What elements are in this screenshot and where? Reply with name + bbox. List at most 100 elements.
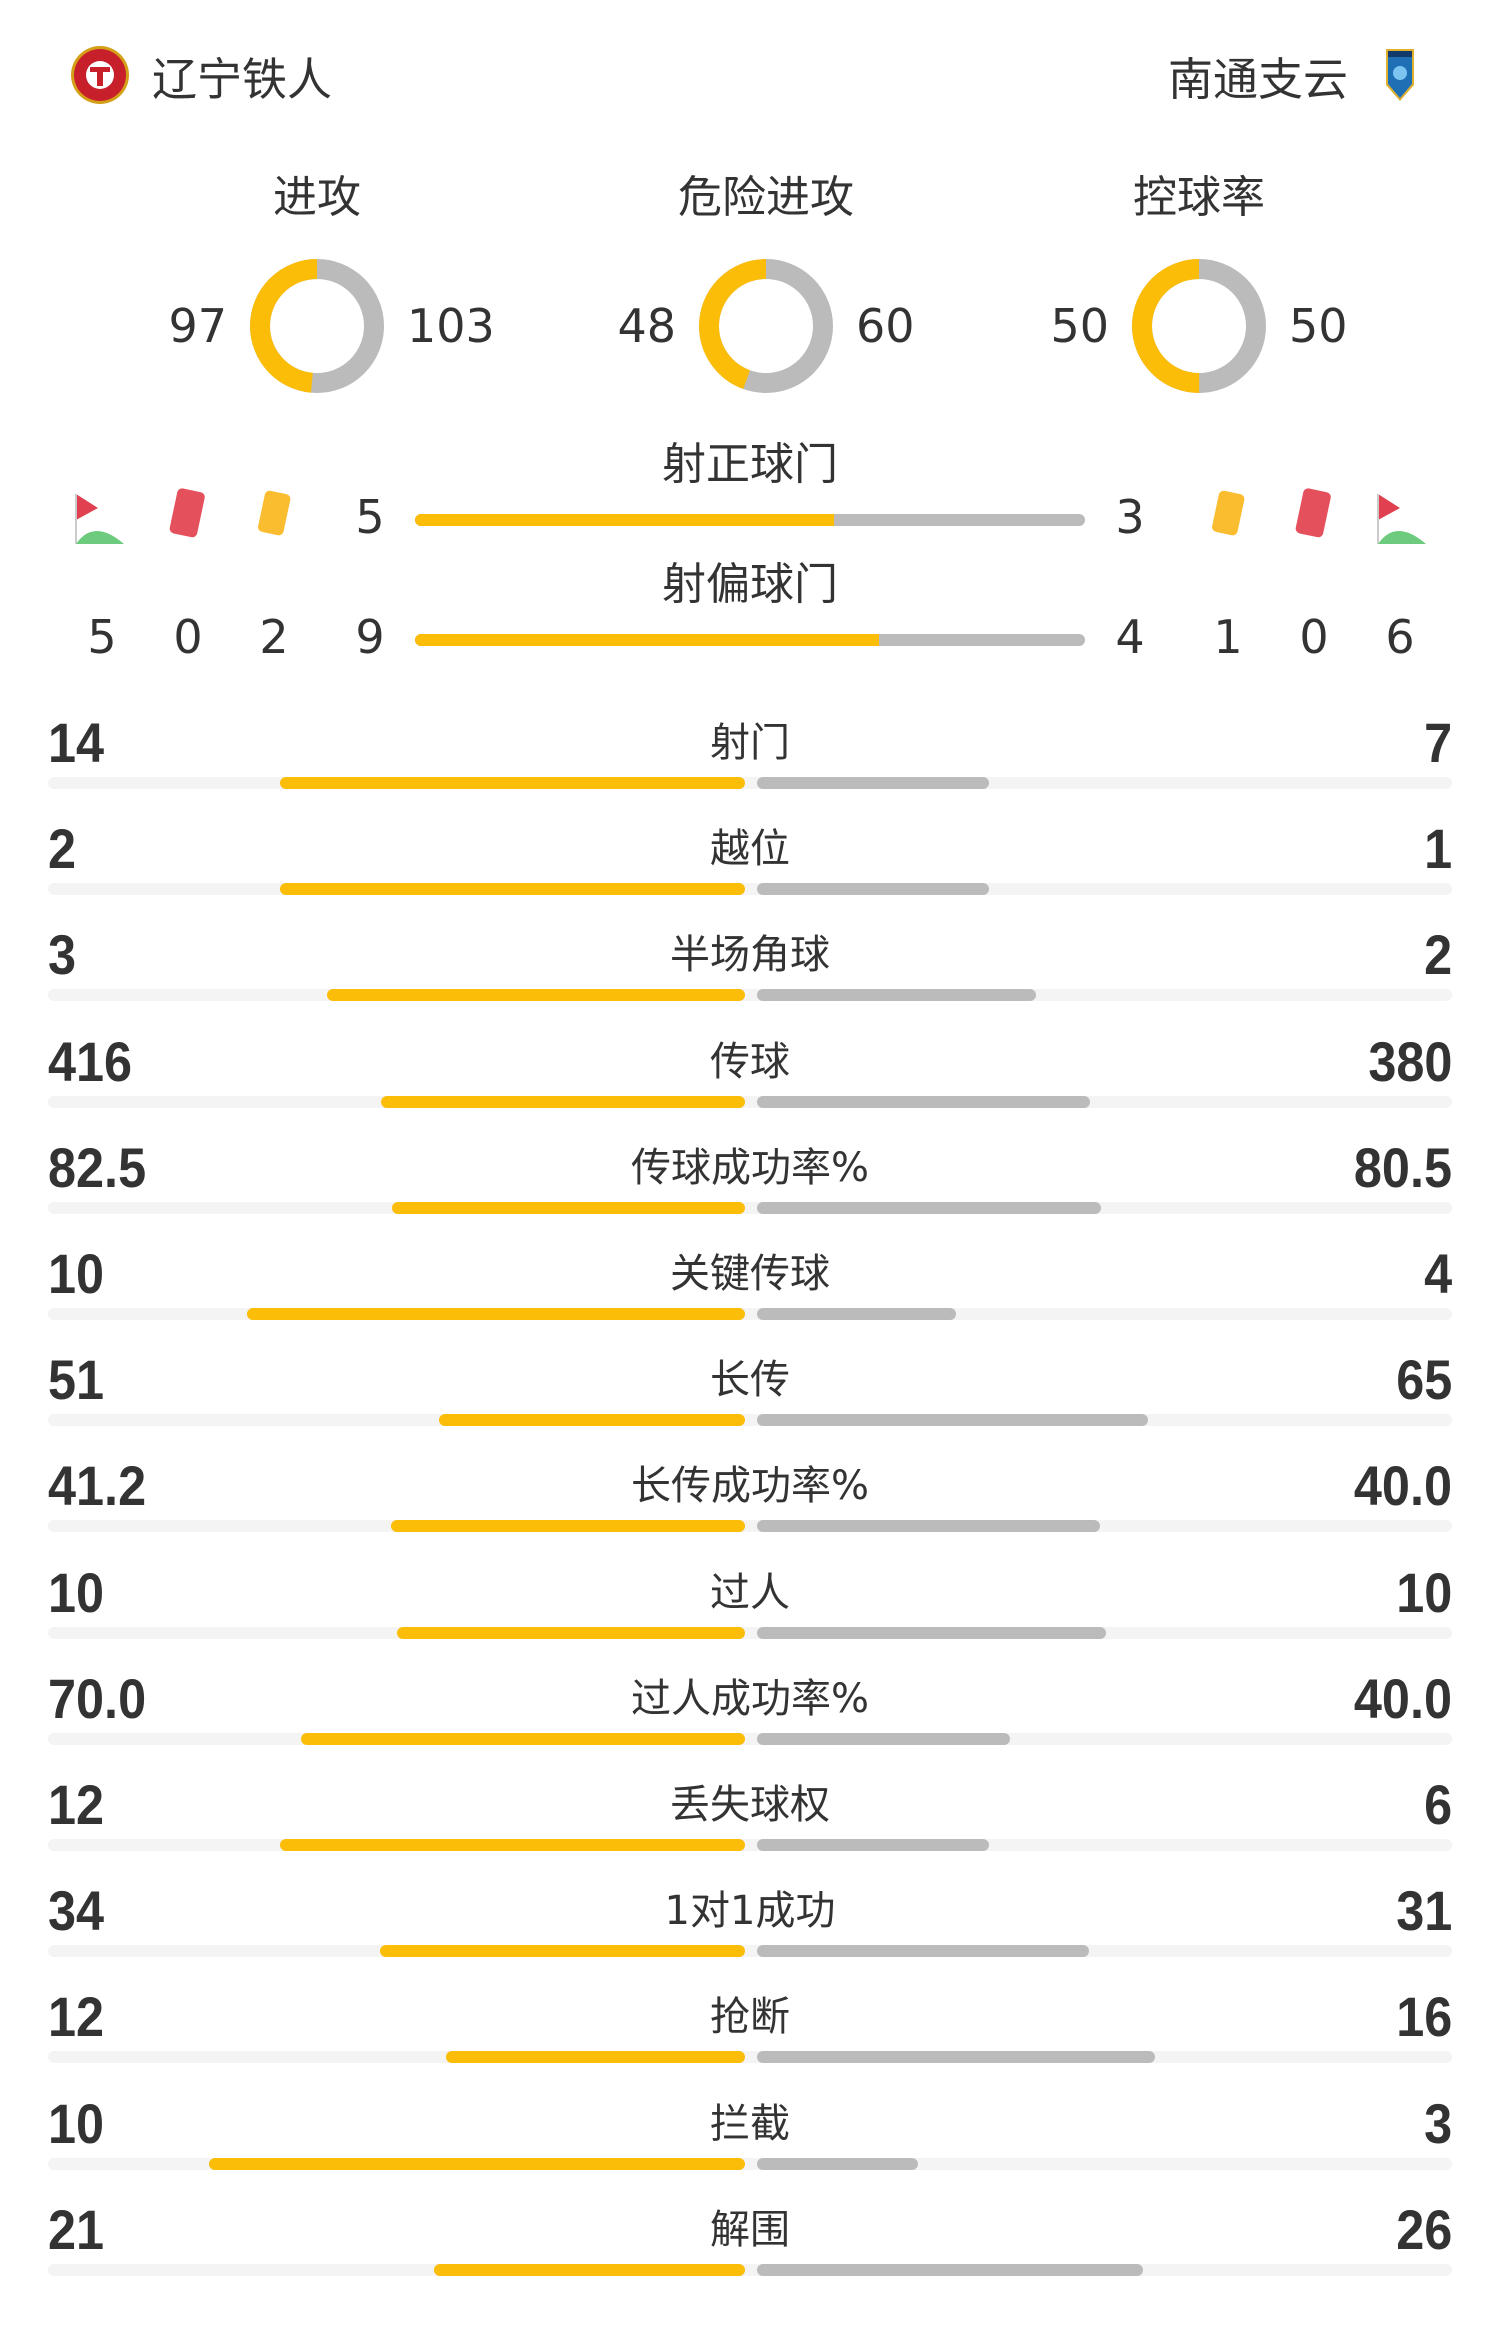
stat-home-value: 2: [48, 817, 77, 881]
stat-away-value: 16: [1395, 1985, 1452, 2049]
red-card-icon: [1295, 488, 1331, 538]
metric-1: 危险进攻 48 60: [566, 168, 966, 396]
stat-home-bar: [208, 2157, 745, 2170]
stat-home-bar: [396, 1626, 745, 1639]
stat-home-bar: [380, 1945, 745, 1958]
stat-away-value: 3: [1423, 2091, 1452, 2155]
stat-label: 传球: [710, 1038, 790, 1085]
stat-away-value: 380: [1367, 1029, 1452, 1093]
metric-label: 控球率: [1133, 172, 1265, 223]
home-shots-on-target: 5: [355, 490, 385, 544]
stat-label: 过人成功率%: [630, 1675, 869, 1722]
stat-home-bar: [280, 1839, 745, 1851]
stat-row: 14 射门 7: [48, 700, 1452, 806]
stat-track: [48, 1839, 1452, 1851]
stat-home-value: 10: [48, 1242, 105, 1305]
stat-label: 射门: [710, 720, 790, 766]
stat-row: 12 抢断 16: [48, 1974, 1452, 2080]
shots-off-target-bar: [415, 634, 1085, 646]
away-corners: 6: [1385, 610, 1415, 664]
away-red-cards: 0: [1299, 610, 1329, 664]
metric-home-value: 97: [168, 299, 227, 353]
stat-away-bar: [757, 2263, 1143, 2276]
stat-label: 1对1成功: [664, 1888, 836, 1935]
yellow-card-icon: [1212, 490, 1245, 536]
home-corners: 5: [87, 610, 117, 664]
away-team-logo: [1386, 49, 1414, 101]
stat-home-bar: [247, 1308, 745, 1320]
metric-away-value: 103: [407, 299, 495, 353]
metric-2: 控球率 50 50: [999, 168, 1399, 396]
metric-donut: [1132, 259, 1266, 393]
shots-off-target-label: 射偏球门: [662, 559, 838, 610]
metric-0: 进攻 97 103: [117, 168, 517, 396]
home-team-logo: [71, 46, 129, 104]
stat-home-bar: [391, 1520, 745, 1533]
stat-away-bar: [757, 1732, 1011, 1745]
red-card-icon: [169, 488, 205, 538]
metric-label: 危险进攻: [678, 172, 854, 223]
stat-row: 12 丢失球权 6: [48, 1762, 1452, 1868]
stat-away-bar: [757, 1520, 1101, 1533]
corner-flag-icon: [75, 494, 124, 544]
stat-home-value: 10: [48, 1560, 105, 1624]
donut-home-arc: [699, 259, 833, 393]
metric-donut: [699, 259, 833, 393]
stat-home-value: 12: [48, 1773, 105, 1836]
stat-away-bar: [757, 1626, 1106, 1639]
stat-track: [48, 1732, 1452, 1745]
stat-label: 长传成功率%: [630, 1463, 869, 1510]
stat-row: 21 解围 26: [48, 2187, 1452, 2293]
home-team-name: 辽宁铁人: [152, 52, 333, 106]
stat-away-value: 40.0: [1353, 1454, 1452, 1518]
stat-away-bar: [757, 989, 1036, 1002]
away-team-name: 南通支云: [1167, 52, 1348, 106]
stat-label: 解围: [710, 2206, 790, 2253]
stat-track: [48, 1414, 1452, 1427]
stat-track: [48, 2051, 1452, 2064]
donut-home-arc: [1132, 259, 1266, 393]
stat-home-bar: [392, 1201, 745, 1214]
stat-row: 10 关键传球 4: [48, 1231, 1452, 1337]
stat-home-value: 12: [48, 1985, 105, 2049]
stat-row: 34 1对1成功 31: [48, 1868, 1452, 1974]
stat-away-value: 10: [1395, 1560, 1452, 1624]
stat-away-bar: [757, 2157, 918, 2170]
corner-flag-icon: [1377, 494, 1426, 544]
stat-away-bar: [757, 1095, 1090, 1108]
stat-track: [48, 1520, 1452, 1533]
yellow-card-icon: [258, 490, 291, 536]
stat-label: 过人: [710, 1569, 790, 1616]
stat-track: [48, 777, 1452, 789]
stat-row: 2 越位 1: [48, 806, 1452, 912]
stat-away-value: 2: [1423, 923, 1452, 987]
stat-row: 416 传球 380: [48, 1019, 1452, 1125]
stat-home-bar: [438, 1414, 745, 1427]
stat-track: [48, 989, 1452, 1002]
metric-home-value: 50: [1050, 299, 1109, 353]
metric-away-value: 50: [1289, 299, 1348, 353]
metric-home-value: 48: [617, 299, 676, 353]
shots-off-target-home-fill: [415, 634, 879, 646]
stat-track: [48, 1626, 1452, 1639]
stat-track: [48, 1945, 1452, 1958]
stat-away-value: 40.0: [1353, 1666, 1452, 1730]
home-yellow-cards: 2: [259, 610, 289, 664]
home-shots-off-target: 9: [355, 610, 385, 664]
away-yellow-cards: 1: [1213, 610, 1243, 664]
home-red-cards: 0: [173, 610, 203, 664]
stat-track: [48, 1201, 1452, 1214]
stat-home-value: 416: [48, 1029, 133, 1093]
away-shots-off-target: 4: [1115, 610, 1145, 664]
stat-home-value: 34: [48, 1879, 105, 1943]
metric-donut: [250, 259, 384, 393]
stat-row: 10 拦截 3: [48, 2081, 1452, 2187]
shots-on-target-home-fill: [415, 514, 834, 526]
stat-home-bar: [446, 2051, 745, 2064]
stat-home-bar: [301, 1732, 745, 1745]
stat-label: 关键传球: [670, 1251, 830, 1297]
stat-home-value: 14: [48, 711, 105, 774]
metric-label: 进攻: [273, 172, 361, 223]
stat-row: 51 长传 65: [48, 1337, 1452, 1443]
metric-away-value: 60: [856, 299, 915, 353]
